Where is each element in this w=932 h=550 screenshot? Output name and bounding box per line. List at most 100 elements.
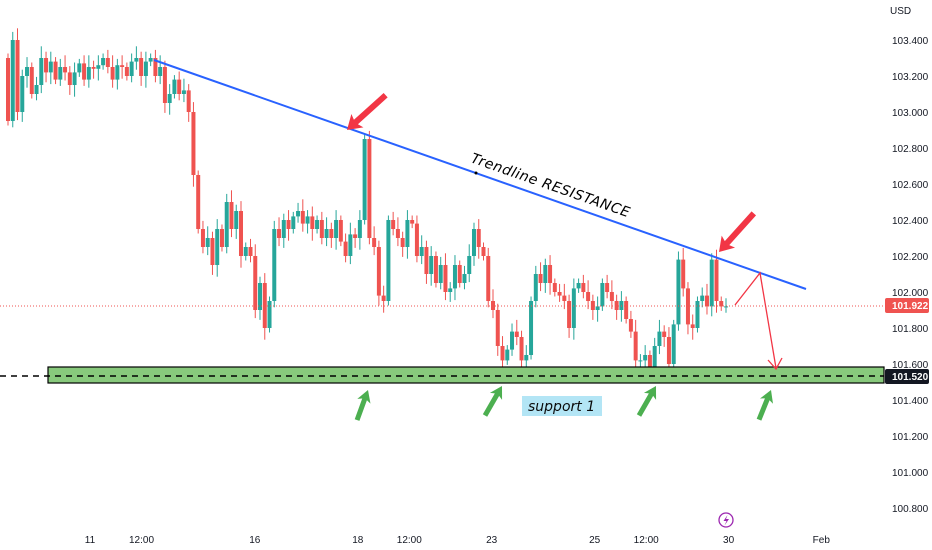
candle-body [467, 256, 472, 274]
candle-body [272, 229, 277, 301]
candle-body [253, 256, 258, 310]
candle-body [224, 202, 229, 247]
candle-body [115, 65, 120, 80]
candle-body [386, 220, 391, 301]
candle-body [296, 211, 301, 217]
candle-body [410, 220, 415, 224]
candle-body [719, 301, 724, 307]
resistance-arrow [719, 211, 757, 252]
candle-body [586, 292, 591, 301]
candle-body [319, 220, 324, 238]
candle-body [215, 229, 220, 265]
candle-body [471, 229, 476, 256]
candle-body [158, 67, 163, 76]
candle-body [191, 112, 196, 175]
support-arrow [354, 390, 371, 421]
candle-body [590, 301, 595, 310]
candle-body [338, 220, 343, 242]
candle-body [376, 247, 381, 296]
candle-body [277, 229, 282, 238]
candle-body [576, 283, 581, 289]
projection-arrowhead [767, 357, 783, 371]
candle-body [267, 301, 272, 328]
candle-body [324, 229, 329, 238]
candle-body [258, 283, 263, 310]
candle-body [709, 259, 714, 307]
candle-body [609, 292, 614, 301]
candle-body [300, 211, 305, 224]
candle-body [343, 241, 348, 256]
candle-body [491, 301, 496, 310]
candle-body [457, 265, 462, 283]
candle-body [167, 94, 172, 103]
time-tick-label: 23 [486, 535, 498, 546]
projection-path [734, 271, 777, 369]
candle-body [124, 67, 129, 76]
price-tick-label: 101.200 [892, 432, 929, 443]
candle-body [110, 67, 115, 80]
price-axis[interactable]: 103.400 103.200 103.000 102.800 102.600 102.4… [892, 36, 929, 515]
candle-body [153, 58, 158, 76]
candle-body [291, 216, 296, 229]
candle-body [29, 67, 34, 94]
candle-body [172, 79, 177, 94]
candle-body [10, 40, 15, 121]
candle-body [101, 58, 106, 66]
candle-body [695, 301, 700, 328]
candle-body [67, 72, 72, 85]
trendline-label: Trendline RESISTANCE [469, 151, 633, 222]
candle-body [96, 65, 101, 69]
candle-body [86, 67, 91, 80]
price-tick-label: 101.800 [892, 324, 929, 335]
price-tick-label: 102.400 [892, 216, 929, 227]
candle-body [334, 220, 339, 238]
last-price-tag [885, 298, 929, 313]
candle-body [481, 247, 486, 256]
candle-body [495, 310, 500, 346]
candle-body [181, 90, 186, 94]
candle-body [238, 211, 243, 256]
candle-body [562, 295, 567, 301]
candle-body [414, 223, 419, 256]
time-tick-label: 16 [249, 535, 261, 546]
candle-body [647, 355, 652, 368]
time-tick-label: 18 [352, 535, 364, 546]
candle-body [234, 211, 239, 229]
candle-body [595, 306, 600, 310]
price-tick-label: 103.400 [892, 36, 929, 47]
candle-body [200, 229, 205, 247]
candle-body [657, 331, 662, 346]
lightning-event-icon[interactable] [718, 512, 734, 528]
time-tick-label: 30 [723, 535, 735, 546]
candle-body [329, 229, 334, 238]
candle-body [186, 90, 191, 112]
candle-body [724, 306, 728, 308]
candle-body [105, 58, 110, 67]
candle-body [581, 283, 586, 292]
candle-body [671, 324, 676, 364]
candle-body [77, 63, 82, 73]
candle-body [714, 259, 719, 301]
candle-body [643, 355, 648, 361]
candle-body [63, 67, 68, 73]
candle-body [524, 355, 529, 361]
candle-body [500, 346, 505, 361]
candle-body [219, 229, 224, 247]
candle-body [486, 256, 491, 301]
candle-body [91, 67, 96, 69]
candle-body [704, 295, 709, 307]
time-axis[interactable]: 11 12:00 16 18 12:00 23 25 12:00 30 Feb [85, 535, 831, 546]
candle-body [633, 331, 638, 361]
candle-body [129, 61, 134, 76]
price-tick-label: 102.800 [892, 144, 929, 155]
candle-body [443, 265, 448, 292]
candle-body [438, 265, 443, 283]
resistance-trendline [153, 59, 807, 290]
candle-body [34, 85, 39, 94]
support-price-value: 101.520 [892, 372, 929, 383]
candle-body [600, 283, 605, 307]
time-tick-label: 12:00 [129, 535, 154, 546]
candle-body [519, 337, 524, 361]
candle-body [548, 265, 553, 283]
